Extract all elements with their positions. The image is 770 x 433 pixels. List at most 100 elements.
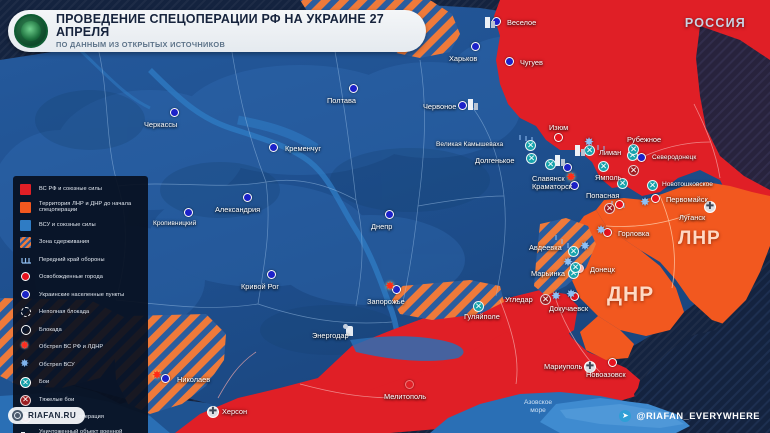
- red-star-burst-icon: ✸: [385, 279, 396, 293]
- city-label: Северодонецк: [652, 154, 697, 161]
- city-label: Энергодар: [312, 331, 349, 340]
- dashed-ring-icon: [20, 306, 33, 319]
- solid-ring-icon: [405, 380, 414, 389]
- city-marker[interactable]: [243, 193, 252, 202]
- legend-label: ВСУ и союзные силы: [39, 221, 96, 228]
- city-label: Николаев: [177, 375, 211, 384]
- city-label: Авдеевка: [529, 243, 562, 252]
- city-label: Докучаевск: [549, 304, 589, 313]
- teal-cross-circle-icon: ✕: [628, 144, 639, 155]
- legend-label: Неполная блокада: [39, 309, 90, 316]
- telegram-label: @RIAFAN_EVERYWHERE: [636, 411, 760, 421]
- site-badge[interactable]: RIAFAN.RU: [8, 407, 86, 424]
- city-label: Луганск: [679, 213, 706, 222]
- legend-label: Передний край обороны: [39, 256, 105, 263]
- city-label: Донецк: [590, 265, 615, 274]
- city-marker[interactable]: [651, 194, 660, 203]
- city-label: Червоное: [423, 102, 457, 111]
- blue-star-burst-icon: ✸: [566, 287, 577, 301]
- blue-dot-icon: [20, 289, 33, 302]
- city-marker[interactable]: ✕: [525, 140, 536, 151]
- teal-cross-circle-icon: ✕: [570, 262, 581, 273]
- globe-emblem-icon: [14, 14, 48, 48]
- destroyed-building-icon: [468, 98, 480, 110]
- teal-cross-circle-icon: ✕: [526, 153, 537, 164]
- legend-item-destroyed-infrastructure: Уничтоженный объект военной инфраструкту…: [20, 429, 142, 433]
- city-marker[interactable]: [615, 200, 624, 209]
- legend-label: Обстрел ВСУ: [39, 361, 75, 368]
- legend-label: Освобожденные города: [39, 274, 103, 281]
- blue-dot-icon: [243, 193, 252, 202]
- city-marker[interactable]: [471, 42, 480, 51]
- legend-label: Территория ЛНР и ДНР до начала спецопера…: [39, 200, 132, 214]
- blue-dot-icon: [267, 270, 276, 279]
- city-marker[interactable]: [349, 84, 358, 93]
- blue-dot-icon: [349, 84, 358, 93]
- red-dot-icon: [651, 194, 660, 203]
- city-marker[interactable]: [505, 57, 514, 66]
- city-marker[interactable]: ✕: [647, 180, 658, 191]
- city-marker[interactable]: [458, 101, 467, 110]
- city-label: Горловка: [618, 229, 650, 238]
- city-label: Веселое: [507, 18, 537, 27]
- city-label: Запорожье: [367, 297, 405, 306]
- sea-label-azov: Азовское море: [524, 399, 552, 415]
- teal-cross-circle-icon: ✕: [525, 140, 536, 151]
- city-label: Лиман: [599, 148, 622, 157]
- city-marker[interactable]: ✕: [473, 301, 484, 312]
- legend-label: Тяжелые бои: [39, 396, 75, 403]
- legend-item-blockade: Блокада: [20, 324, 142, 337]
- red-star-burst-icon: ✸: [152, 368, 163, 382]
- dark-red-cross-circle-icon: ✕: [604, 203, 615, 214]
- city-marker[interactable]: ✕: [526, 153, 537, 164]
- city-label: Ямполь: [595, 173, 622, 182]
- city-label: Мелитополь: [384, 392, 427, 401]
- city-marker[interactable]: [608, 358, 617, 367]
- dark-red-cross-circle-icon: ✕: [628, 165, 639, 176]
- legend-item-heavy-battles: ✕ Тяжелые бои: [20, 394, 142, 407]
- city-label: Славянск: [532, 174, 565, 183]
- legend-item-partial-blockade: Неполная блокада: [20, 306, 142, 319]
- city-marker[interactable]: [161, 374, 170, 383]
- city-marker[interactable]: [184, 208, 193, 217]
- header-banner: ПРОВЕДЕНИЕ СПЕЦОПЕРАЦИИ РФ НА УКРАИНЕ 27…: [8, 10, 426, 52]
- city-label: Кропивницкий: [153, 220, 197, 227]
- red-dot-icon: [20, 271, 33, 284]
- city-label: Изюм: [549, 123, 569, 132]
- city-marker[interactable]: [405, 380, 414, 389]
- telegram-icon: ➤: [619, 410, 632, 422]
- city-marker[interactable]: [269, 143, 278, 152]
- legend-label: Уничтоженный объект военной инфраструкту…: [39, 428, 123, 433]
- teal-cross-circle-icon: ✕: [20, 376, 33, 389]
- city-marker[interactable]: [385, 210, 394, 219]
- legend-panel: ВС РФ и союзные силы Территория ЛНР и ДН…: [13, 176, 148, 433]
- city-marker[interactable]: ✕: [598, 161, 609, 172]
- globe-icon: [12, 410, 23, 421]
- blue-dot-icon: [184, 208, 193, 217]
- teal-cross-circle-icon: ✕: [545, 159, 556, 170]
- city-label: Рубежное: [627, 135, 662, 144]
- city-marker[interactable]: [554, 133, 563, 142]
- city-label: Великая Камышеваха: [436, 141, 504, 148]
- blue-dot-icon: [269, 143, 278, 152]
- city-label: Первомайск: [666, 195, 708, 204]
- city-label: Краматорск: [532, 182, 573, 191]
- red-square-swatch: [20, 183, 33, 196]
- hatched-square-swatch: [20, 236, 33, 249]
- region-label-dnr: ДНР: [607, 283, 655, 306]
- telegram-badge[interactable]: ➤ @RIAFAN_EVERYWHERE: [619, 410, 760, 422]
- legend-item-ukrainian-settlements: Украинские населенные пункты: [20, 289, 142, 302]
- teal-cross-circle-icon: ✕: [647, 180, 658, 191]
- red-dot-icon: [554, 133, 563, 142]
- destroyed-building-icon: [485, 16, 497, 28]
- city-label: Полтава: [327, 96, 356, 105]
- blue-dot-icon: [458, 101, 467, 110]
- city-marker[interactable]: ✚: [207, 406, 219, 418]
- blue-dot-icon: [385, 210, 394, 219]
- city-label: Харьков: [449, 54, 478, 63]
- blue-star-burst-icon: ✸: [20, 357, 30, 370]
- city-marker[interactable]: [267, 270, 276, 279]
- blue-dot-icon: [471, 42, 480, 51]
- city-marker[interactable]: [170, 108, 179, 117]
- city-label: Новоазовск: [586, 370, 626, 379]
